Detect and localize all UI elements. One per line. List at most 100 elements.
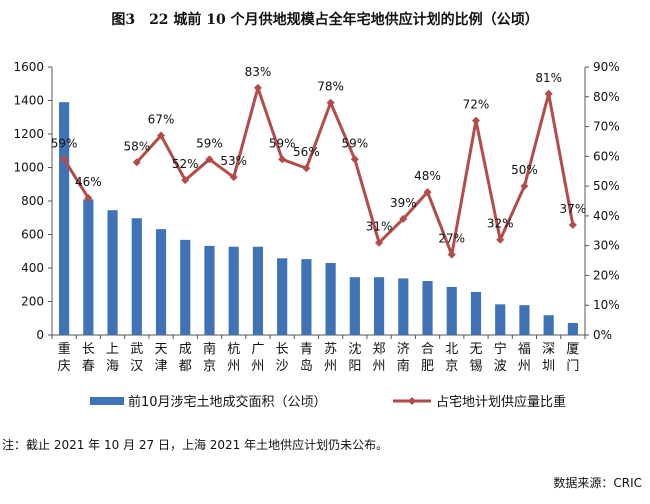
legend-line-label: 占宅地计划供应量比重 [436, 394, 566, 410]
percent-label: 83% [245, 65, 272, 79]
line-marker [350, 155, 359, 164]
category-label: 成都 [179, 342, 192, 374]
category-label: 长沙 [276, 342, 289, 374]
percent-label: 59% [342, 136, 369, 150]
right-tick-label: 10% [593, 298, 620, 312]
bar [495, 304, 506, 335]
bar [59, 102, 70, 335]
left-tick-label: 800 [21, 194, 44, 208]
bar [107, 210, 118, 335]
right-tick-label: 40% [593, 209, 620, 223]
right-tick-label: 70% [593, 120, 620, 134]
bar [446, 286, 457, 335]
category-label: 深圳 [542, 342, 555, 374]
line-marker [520, 182, 529, 191]
percent-label: 81% [535, 71, 562, 85]
percent-label: 50% [511, 163, 538, 177]
left-tick-label: 1200 [13, 127, 44, 141]
percent-label: 56% [293, 145, 320, 159]
left-tick-label: 0 [36, 328, 44, 342]
line-marker [157, 131, 166, 140]
percent-label: 27% [438, 232, 465, 246]
percent-label: 72% [463, 98, 490, 112]
percent-label: 59% [196, 136, 223, 150]
line-marker [326, 98, 335, 107]
bar-series [59, 102, 578, 335]
percent-label: 32% [487, 217, 514, 231]
line-marker [253, 83, 262, 92]
bar [398, 278, 409, 335]
left-tick-label: 400 [21, 261, 44, 275]
bar [567, 322, 578, 335]
line-marker [181, 176, 190, 185]
bar [277, 258, 288, 335]
category-label: 沈阳 [348, 342, 361, 374]
chart-title: 图3 22 城前 10 个月供地规模占全年宅地供应计划的比例（公顷） [111, 12, 539, 28]
category-label: 上海 [106, 342, 119, 374]
line-marker [399, 214, 408, 223]
line-series [60, 83, 577, 259]
bar [422, 281, 433, 335]
line-marker [60, 155, 69, 164]
percent-label: 67% [148, 112, 175, 126]
right-tick-label: 50% [593, 179, 620, 193]
category-label: 北京 [445, 342, 458, 374]
category-label: 苏州 [324, 341, 337, 374]
bar [470, 291, 482, 335]
bar [301, 259, 312, 335]
category-label: 青岛 [300, 342, 313, 374]
bar [228, 246, 239, 335]
line-marker [447, 250, 456, 259]
left-tick-label: 1400 [13, 94, 44, 108]
category-label: 广州 [251, 342, 264, 374]
category-label: 合肥 [421, 342, 434, 374]
bar [325, 262, 336, 335]
left-tick-label: 600 [21, 228, 44, 242]
percent-label: 53% [220, 154, 247, 168]
line-marker [471, 116, 480, 125]
legend: 前10月涉宅土地成交面积（公顷） 占宅地计划供应量比重 [90, 394, 566, 410]
left-tick-label: 1000 [13, 161, 44, 175]
bar [519, 305, 530, 335]
category-label: 无锡 [469, 342, 482, 374]
category-label: 武汉 [130, 342, 143, 374]
category-label: 南京 [203, 341, 216, 374]
line-marker [205, 155, 214, 164]
category-label: 福州 [518, 342, 531, 374]
bar [252, 246, 264, 335]
percent-label: 31% [366, 220, 393, 234]
category-label: 宁波 [494, 341, 507, 374]
legend-line-marker [408, 397, 416, 405]
axes: 0 200 400 600 800 1000 1200 1400 1600 0% 10% 20% 30%… [13, 60, 619, 374]
bar [155, 229, 167, 335]
line-marker [544, 89, 553, 98]
left-tick-label: 200 [21, 295, 44, 309]
bar [543, 315, 554, 335]
category-label: 厦门 [566, 342, 579, 374]
bar [349, 277, 360, 335]
category-label: 天津 [155, 342, 168, 374]
right-tick-label: 80% [593, 90, 620, 104]
bar [83, 199, 94, 335]
data-labels: 59%46%58%67%52%59%53%83%59%56%78%59%31%3… [51, 65, 586, 246]
category-label: 济南 [397, 342, 410, 374]
bar [204, 245, 215, 335]
line-marker [302, 164, 311, 173]
line-marker [423, 188, 432, 197]
percent-label: 52% [172, 157, 199, 171]
line-marker [278, 155, 287, 164]
right-tick-label: 30% [593, 239, 620, 253]
percent-label: 58% [123, 139, 150, 153]
line-marker [375, 238, 384, 247]
percent-label: 48% [414, 169, 441, 183]
line-path [62, 158, 90, 199]
line-marker [496, 235, 505, 244]
bar [131, 218, 142, 335]
right-tick-label: 60% [593, 149, 620, 163]
percent-label: 46% [75, 175, 102, 189]
percent-label: 39% [390, 196, 417, 210]
category-label: 重庆 [58, 341, 71, 374]
percent-label: 59% [51, 136, 78, 150]
percent-label: 78% [317, 80, 344, 94]
